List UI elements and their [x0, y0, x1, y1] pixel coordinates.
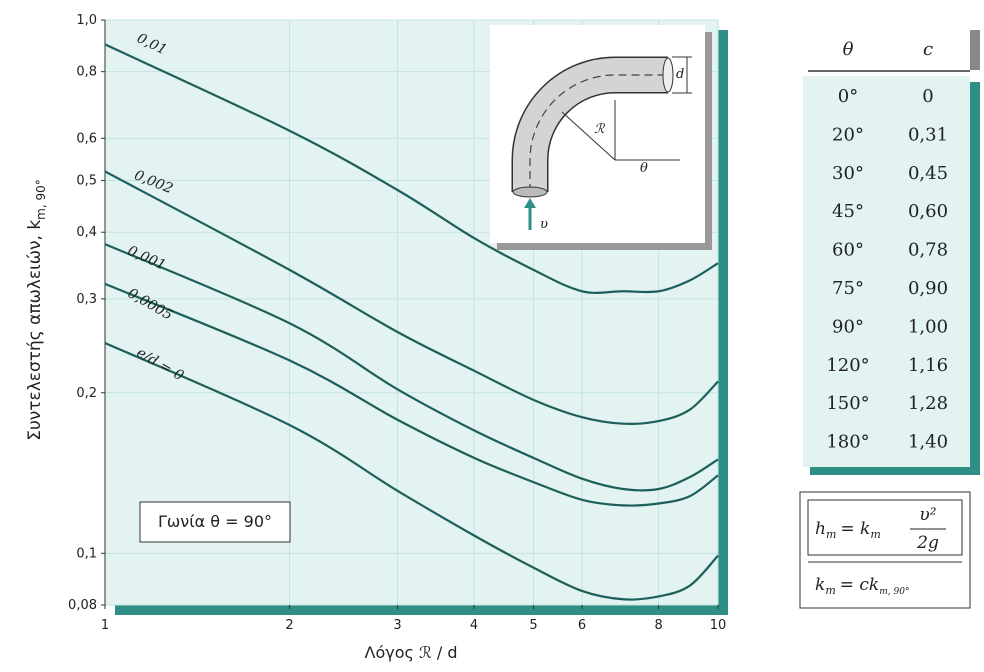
table-cell: 0,31	[908, 124, 948, 145]
annotation: Γωνία θ = 90°	[158, 512, 272, 531]
y-tick-label: 0,3	[76, 292, 97, 307]
v-label: υ	[540, 217, 548, 232]
table-cell: 90°	[832, 316, 864, 337]
y-axis-label-sub: m, 90°	[34, 179, 48, 220]
table-cell: 0,78	[908, 240, 948, 261]
table-cell: 45°	[832, 201, 864, 222]
y-tick-label: 0,8	[76, 65, 97, 80]
x-tick-label: 4	[470, 618, 478, 633]
f1-lhs-sub: m	[826, 528, 836, 541]
table-cell: 120°	[826, 355, 869, 376]
table-cell: 0,60	[908, 201, 948, 222]
f1-num: υ²	[919, 505, 936, 525]
table-cell: 180°	[826, 432, 869, 453]
y-tick-label: 0,1	[76, 546, 97, 561]
x-tick-label: 1	[101, 618, 109, 633]
table-cell: 60°	[832, 240, 864, 261]
table-cell: 0°	[838, 86, 858, 107]
table-cell: 75°	[832, 278, 864, 299]
table-cell: 1,28	[908, 393, 948, 414]
x-tick-label: 6	[578, 618, 586, 633]
y-tick-label: 0,5	[76, 174, 97, 189]
f2-lhs-sub: m	[825, 584, 835, 597]
x-tick-label: 3	[393, 618, 401, 633]
f1-eq-sub: m	[870, 528, 880, 541]
f1-lhs: h	[815, 519, 826, 539]
table-header: c	[923, 39, 933, 60]
x-tick-label: 5	[529, 618, 537, 633]
y-axis-label-main: Συντελεστής απωλειών, k	[25, 220, 45, 441]
table-header-bg	[803, 22, 970, 70]
table-cell: 0	[922, 86, 933, 107]
y-tick-label: 0,08	[68, 598, 97, 613]
f2-lhs: k	[815, 575, 825, 595]
table-header: θ	[843, 39, 854, 60]
y-tick-label: 0,2	[76, 386, 97, 401]
table-cell: 30°	[832, 163, 864, 184]
f1-den: 2g	[916, 533, 939, 553]
y-tick-label: 0,4	[76, 225, 97, 240]
page: 0,08 0,1 0,2 0,3 0,4 0,5 0,6 0,8 1,0 1 2 3 4 5 6 8 10 0,…	[0, 0, 984, 668]
f2-eq: = ck	[840, 575, 879, 595]
x-tick-label: 8	[654, 618, 662, 633]
pipe-end	[663, 58, 673, 92]
table-cell: 1,40	[908, 432, 948, 453]
theta-label: θ	[640, 161, 648, 176]
pipe-end	[513, 187, 547, 197]
inset: d ℛ θ υ	[490, 25, 712, 250]
d-label: d	[676, 67, 684, 82]
table-cell: 20°	[832, 124, 864, 145]
f1-eq: = k	[840, 519, 870, 539]
x-axis-label: Λόγος ℛ / d	[365, 643, 458, 662]
table-cell: 0,90	[908, 278, 948, 299]
table-cell: 0,45	[908, 163, 948, 184]
y-axis-label: Συντελεστής απωλειών, km, 90°	[25, 179, 48, 441]
table-cell: 1,00	[908, 316, 948, 337]
r-label: ℛ	[594, 122, 606, 137]
table-cell: 1,16	[908, 355, 948, 376]
x-tick-label: 10	[710, 618, 727, 633]
y-tick-label: 1,0	[76, 13, 97, 28]
y-tick-label: 0,6	[76, 131, 97, 146]
table-cell: 150°	[826, 393, 869, 414]
f2-eq-sub: m, 90°	[879, 587, 909, 597]
x-tick-label: 2	[285, 618, 293, 633]
